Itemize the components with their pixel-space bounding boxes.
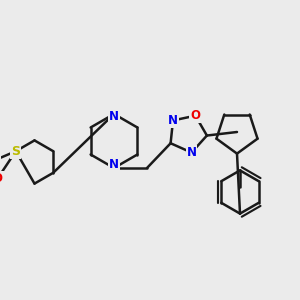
Text: N: N <box>109 110 119 124</box>
Text: S: S <box>11 145 20 158</box>
Text: N: N <box>109 158 119 172</box>
Text: O: O <box>0 172 3 185</box>
Text: N: N <box>187 146 196 159</box>
Text: N: N <box>168 114 178 127</box>
Text: O: O <box>190 109 200 122</box>
